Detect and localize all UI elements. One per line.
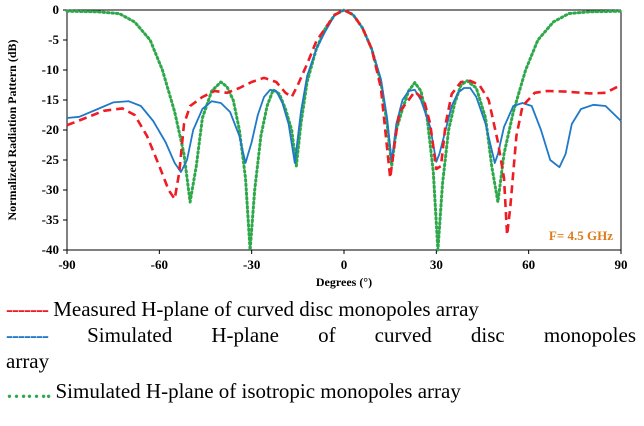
x-tick-label: 90 [615,257,628,272]
series-line-3 [65,8,623,252]
legend-item-simulated-curved: ------- Simulated H-plane of curved disc… [6,323,636,348]
series-group [65,8,623,252]
series-line-2 [66,9,622,173]
legend-key-green-dotted: ……. [6,379,51,403]
y-tick-label: 0 [53,2,60,17]
y-axis-title: Normalized Radiation Pattern (dB) [5,40,19,221]
series-line-1 [66,8,622,237]
legend-key-red-dashed: ------- [6,297,49,321]
x-tick-label: 0 [341,257,348,272]
radiation-pattern-chart: 0 -5 -10 -15 -20 -25 -30 -35 -40 -90 -60 -30 0 30 60 9… [5,2,628,289]
legend-label-simulated-isotropic: Simulated H-plane of isotropic monopoles… [55,379,461,403]
legend-key-blue-dashed: ------- [6,323,49,347]
legend-label-simulated-curved-cont: array [6,349,50,373]
legend-label-simulated-curved: Simulated H-plane of curved disc monopol… [87,323,636,347]
x-tick-label: -60 [151,257,168,272]
legend-item-simulated-isotropic: ……. Simulated H-plane of isotropic monop… [6,379,461,404]
y-tick-label: -10 [42,62,59,77]
y-axis-ticks: 0 -5 -10 -15 -20 -25 -30 -35 -40 [42,2,67,257]
x-tick-label: 60 [522,257,535,272]
y-tick-label: -5 [48,32,59,47]
y-tick-label: -30 [42,182,59,197]
frequency-annotation: F= 4.5 GHz [549,228,613,243]
x-tick-label: -30 [243,257,260,272]
legend-label-measured: Measured H-plane of curved disc monopole… [53,297,479,321]
x-tick-label: -90 [58,257,75,272]
x-axis-title: Degrees (°) [316,275,372,289]
y-tick-label: -15 [42,92,60,107]
y-tick-label: -20 [42,122,59,137]
x-axis-ticks: -90 -60 -30 0 30 60 90 [58,250,628,272]
x-tick-label: 30 [430,257,443,272]
legend-item-measured: ------- Measured H-plane of curved disc … [6,297,479,322]
y-tick-label: -25 [42,152,60,167]
legend-item-simulated-curved-continued: array [6,349,49,374]
y-tick-label: -35 [42,212,60,227]
y-tick-label: -40 [42,242,59,257]
